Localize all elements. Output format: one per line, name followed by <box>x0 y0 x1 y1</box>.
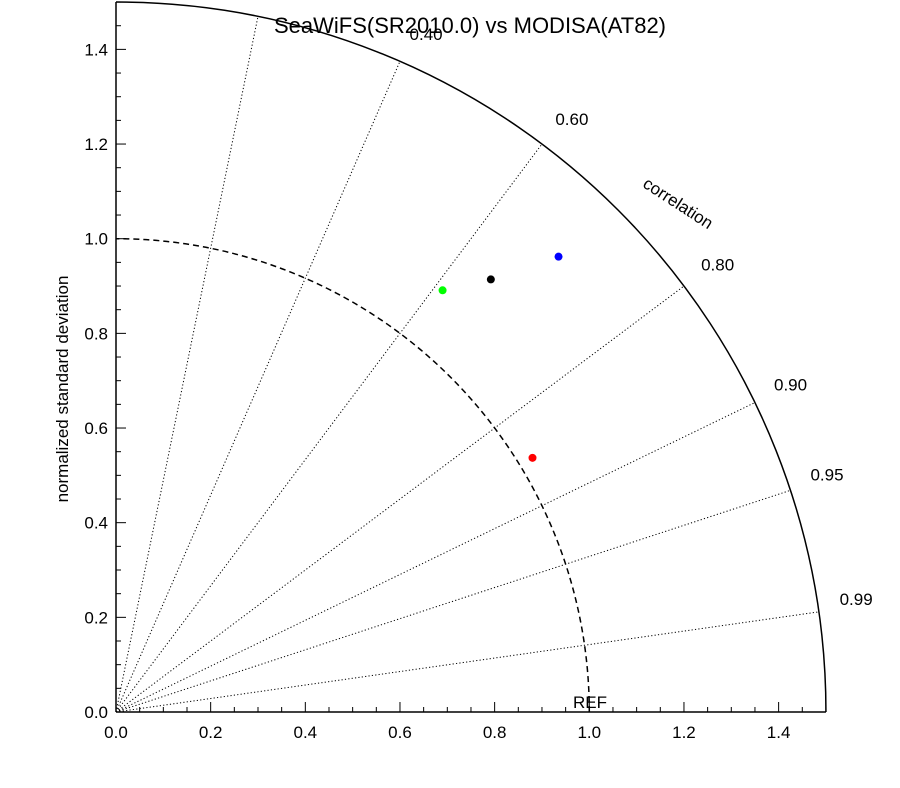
y-tick-label: 1.2 <box>84 135 108 154</box>
grid-layer <box>115 16 819 713</box>
correlation-ray <box>115 61 401 713</box>
correlation-tick-label: 0.80 <box>701 256 734 275</box>
outer-arc <box>115 1 827 713</box>
x-tick-label: 0.2 <box>199 723 223 742</box>
y-tick-label: 0.0 <box>84 703 108 722</box>
correlation-tick-label: 0.90 <box>774 375 807 394</box>
data-point <box>528 453 537 462</box>
y-tick-label: 1.4 <box>84 40 108 59</box>
y-tick-label: 0.6 <box>84 419 108 438</box>
correlation-tick-label: 0.99 <box>840 590 873 609</box>
reference-std-arc <box>115 237 591 713</box>
correlation-ray <box>115 402 756 713</box>
chart-title: SeaWiFS(SR2010.0) vs MODISA(AT82) <box>274 13 666 38</box>
x-tick-label: 1.4 <box>767 723 791 742</box>
tick-layer: 0.200.400.600.800.900.950.990.00.20.40.6… <box>84 25 873 742</box>
correlation-label: correlation <box>640 174 717 233</box>
correlation-ray <box>115 489 791 713</box>
x-tick-label: 0.6 <box>388 723 412 742</box>
data-point <box>438 286 447 295</box>
points-layer <box>438 252 563 462</box>
x-tick-label: 0.8 <box>483 723 507 742</box>
correlation-tick-label: 0.40 <box>410 25 443 44</box>
correlation-ray <box>115 285 685 713</box>
correlation-tick-label: 0.60 <box>555 110 588 129</box>
y-tick-label: 0.2 <box>84 608 108 627</box>
y-tick-label: 0.8 <box>84 324 108 343</box>
y-axis-label: normalized standard deviation <box>53 276 72 503</box>
y-tick-label: 1.0 <box>84 230 108 249</box>
x-tick-label: 1.0 <box>577 723 601 742</box>
axes-layer <box>115 1 827 713</box>
correlation-tick-label: 0.95 <box>810 465 843 484</box>
correlation-ray <box>115 611 819 713</box>
correlation-ray <box>115 143 543 713</box>
y-tick-label: 0.4 <box>84 514 108 533</box>
x-tick-label: 0.4 <box>293 723 317 742</box>
data-point <box>554 252 563 261</box>
reference-label: REF <box>573 693 607 712</box>
correlation-ray <box>115 16 259 713</box>
data-point <box>486 275 495 284</box>
x-tick-label: 1.2 <box>672 723 696 742</box>
x-tick-label: 0.0 <box>104 723 128 742</box>
